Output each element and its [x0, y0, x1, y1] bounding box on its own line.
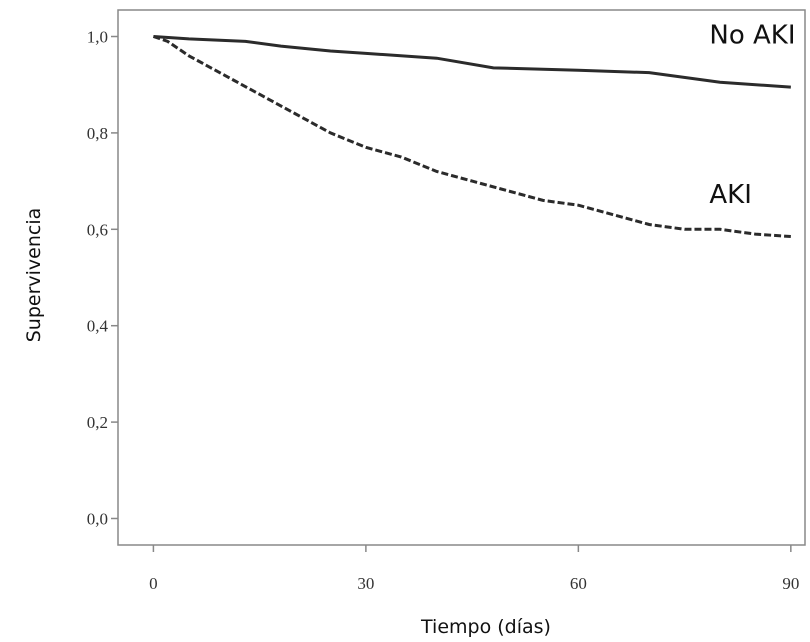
x-tick-label: 30 [357, 574, 374, 593]
y-tick-label: 1,0 [87, 28, 108, 47]
y-axis-title: Supervivencia [23, 208, 45, 343]
x-tick-label: 60 [570, 574, 587, 593]
y-tick-label: 0,4 [87, 317, 109, 336]
survival-curve [152, 35, 791, 239]
x-tick-label: 90 [782, 574, 799, 593]
x-tick-label: 0 [149, 574, 158, 593]
y-tick-label: 0,0 [87, 509, 108, 528]
curve-label: No AKI [709, 21, 795, 51]
y-tick-label: 0,8 [87, 124, 108, 143]
x-axis-title: Tiempo (días) [420, 616, 551, 638]
curve-label: AKI [709, 180, 752, 210]
survival-curve [153, 35, 791, 89]
y-tick-label: 0,2 [87, 413, 108, 432]
y-tick-label: 0,6 [87, 220, 108, 239]
plot-frame [117, 9, 806, 546]
